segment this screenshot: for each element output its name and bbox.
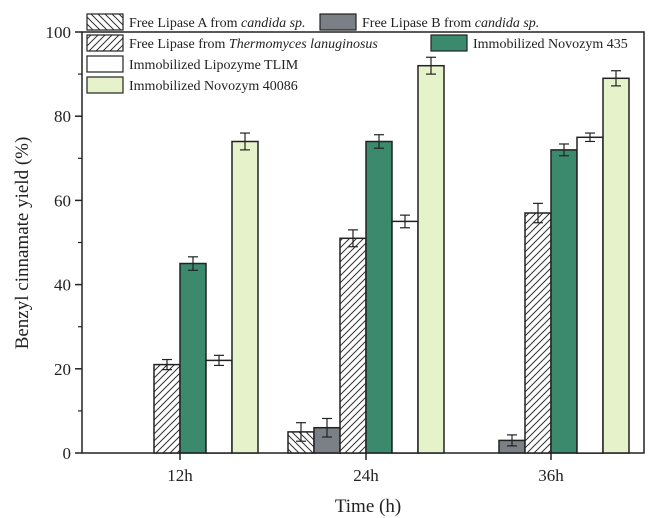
- bar-imm_40086-24h: [417, 64, 445, 454]
- legend-item-imm_435: Immobilized Novozym 435: [430, 34, 628, 52]
- legend-swatch: [86, 13, 124, 31]
- bars-group: [153, 64, 630, 454]
- error-bar-free_b-24h: [322, 417, 332, 438]
- error-bar-imm_tlim-36h: [585, 132, 595, 143]
- error-bar-free_t-12h: [162, 358, 172, 371]
- legend-label-text: Free Lipase from: [129, 37, 229, 52]
- x-tick-label: 12h: [167, 466, 193, 485]
- legend-label-text: Immobilized Lipozyme TLIM: [129, 58, 299, 73]
- error-bar-imm_tlim-12h: [214, 354, 224, 367]
- legend: Free Lipase A from candida sp. Free Lipas…: [86, 13, 628, 94]
- legend-item-free_b: Free Lipase B from candida sp.: [319, 13, 539, 31]
- x-axis-label: Time (h): [335, 496, 401, 517]
- bar-imm_tlim-24h: [391, 220, 419, 454]
- error-bars-group: [162, 56, 621, 447]
- bar-free_t-24h: [339, 237, 367, 454]
- x-tick-label: 36h: [538, 466, 564, 485]
- legend-swatch: [86, 76, 124, 94]
- legend-label-text: Immobilized Novozym 435: [473, 37, 628, 52]
- legend-label: Free Lipase A from candida sp.: [129, 16, 306, 31]
- legend-swatch: [319, 13, 357, 31]
- y-tick-label: 0: [63, 444, 72, 463]
- error-bar-imm_435-12h: [188, 256, 198, 271]
- legend-label: Free Lipase from Thermomyces lanuginosus: [129, 37, 378, 52]
- bar-imm_tlim-36h: [576, 136, 604, 454]
- error-bar-imm_435-24h: [374, 134, 384, 149]
- legend-label-italic: Thermomyces lanuginosus: [229, 37, 378, 52]
- legend-label-text: Immobilized Novozym 40086: [129, 79, 298, 94]
- error-bar-free_t-36h: [533, 202, 543, 224]
- legend-item-imm_40086: Immobilized Novozym 40086: [86, 76, 298, 94]
- legend-label: Immobilized Novozym 435: [473, 37, 628, 52]
- legend-label-italic: candida sp.: [241, 16, 306, 31]
- error-bar-imm_40086-36h: [611, 70, 621, 87]
- legend-label: Immobilized Lipozyme TLIM: [129, 58, 299, 73]
- axes-group: 0 20 40 60 80 100 12h 24h 36h: [46, 23, 565, 485]
- error-bar-imm_40086-12h: [240, 132, 250, 151]
- bar-imm_40086-36h: [602, 77, 630, 454]
- bar-free_t-36h: [524, 212, 552, 454]
- bar-imm_435-12h: [179, 262, 207, 454]
- legend-item-free_a: Free Lipase A from candida sp.: [86, 13, 306, 31]
- y-tick-label: 100: [46, 23, 72, 42]
- legend-swatch: [86, 55, 124, 73]
- legend-swatch: [430, 34, 468, 52]
- y-tick-label: 80: [54, 107, 71, 126]
- error-bar-imm_40086-24h: [426, 56, 436, 75]
- error-bar-free_t-24h: [348, 229, 358, 248]
- legend-swatch: [86, 34, 124, 52]
- error-bar-imm_435-36h: [559, 143, 569, 157]
- y-axis-label: Benzyl cinnamate yield (%): [12, 137, 33, 350]
- bar-imm_40086-12h: [231, 140, 259, 454]
- y-tick-label: 20: [54, 360, 71, 379]
- error-bar-free_a-24h: [296, 422, 306, 442]
- legend-label: Immobilized Novozym 40086: [129, 79, 298, 94]
- bar-free_t-12h: [153, 363, 181, 454]
- legend-label-italic: candida sp.: [475, 16, 540, 31]
- legend-item-free_t: Free Lipase from Thermomyces lanuginosus: [86, 34, 378, 52]
- x-tick-label: 24h: [353, 466, 379, 485]
- bar-imm_435-24h: [365, 140, 393, 454]
- y-tick-label: 60: [54, 191, 71, 210]
- y-tick-label: 40: [54, 276, 71, 295]
- legend-label-text: Free Lipase B from: [362, 16, 475, 31]
- legend-label-text: Free Lipase A from: [129, 16, 241, 31]
- error-bar-free_b-36h: [507, 434, 517, 447]
- error-bar-imm_tlim-24h: [400, 214, 410, 229]
- legend-label: Free Lipase B from candida sp.: [362, 16, 539, 31]
- bar-imm_tlim-12h: [205, 359, 233, 454]
- bar-imm_435-36h: [550, 149, 578, 454]
- legend-item-imm_tlim: Immobilized Lipozyme TLIM: [86, 55, 299, 73]
